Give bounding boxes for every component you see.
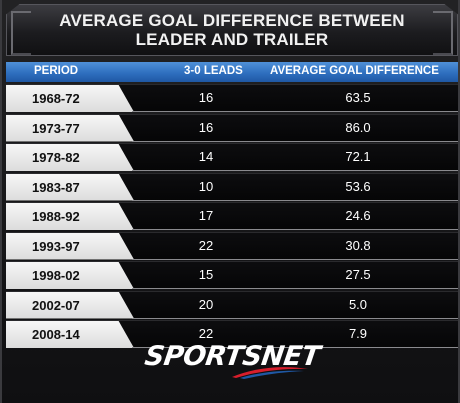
leads-cell: 14	[198, 149, 214, 164]
period-cell: 2008-14	[32, 327, 80, 342]
header-period: PERIOD	[34, 65, 79, 77]
table-row: 1968-72 16 63.5	[6, 84, 458, 112]
title-line-1: AVERAGE GOAL DIFFERENCE BETWEEN	[59, 11, 405, 30]
table-row: 1983-87 10 53.6	[6, 172, 458, 201]
leads-cell: 17	[198, 208, 214, 223]
swoosh-icon	[232, 367, 308, 379]
diff-cell: 24.6	[345, 208, 371, 223]
period-cell: 1983-87	[32, 179, 80, 195]
leads-cell: 16	[198, 90, 214, 105]
table-row: 1993-97 22 30.8	[6, 231, 458, 260]
diff-cell: 5.0	[348, 296, 368, 312]
table-row: 2002-07 20 5.0	[6, 290, 458, 319]
diff-cell: 53.6	[345, 178, 371, 194]
period-cell: 1993-97	[32, 238, 80, 254]
leads-cell: 15	[198, 267, 214, 282]
sportsnet-logo: SPORTSNET	[2, 341, 460, 381]
diff-cell: 72.1	[345, 149, 371, 164]
leads-cell: 16	[198, 119, 214, 135]
table-row: 1978-82 14 72.1	[6, 143, 458, 171]
diff-cell: 86.0	[345, 119, 371, 135]
table-row: 1973-77 16 86.0	[6, 113, 458, 142]
period-cell: 1978-82	[32, 150, 80, 165]
diff-cell: 7.9	[348, 326, 368, 341]
title-line-2: LEADER AND TRAILER	[135, 30, 329, 49]
table-row: 1988-92 17 24.6	[6, 202, 458, 230]
leads-cell: 22	[198, 237, 214, 253]
diff-cell: 63.5	[345, 90, 371, 105]
header-diff: AVERAGE GOAL DIFFERENCE	[270, 65, 439, 77]
leads-cell: 10	[198, 178, 214, 194]
period-cell: 1988-92	[32, 209, 80, 224]
period-cell: 1968-72	[32, 91, 80, 106]
table-header: PERIOD 3-0 LEADS AVERAGE GOAL DIFFERENCE	[6, 62, 458, 82]
table-body: 1968-72 16 63.5 1973-77 16 86.0 1978-82 …	[6, 84, 458, 350]
diff-cell: 27.5	[345, 267, 371, 282]
leads-cell: 20	[198, 296, 214, 312]
leads-cell: 22	[198, 326, 214, 341]
period-cell: 1998-02	[32, 268, 80, 283]
graphic-title: AVERAGE GOAL DIFFERENCE BETWEEN LEADER A…	[59, 11, 405, 49]
period-cell: 1973-77	[32, 120, 80, 136]
diff-cell: 30.8	[345, 237, 371, 253]
table-row: 1998-02 15 27.5	[6, 261, 458, 289]
title-plaque: AVERAGE GOAL DIFFERENCE BETWEEN LEADER A…	[6, 4, 458, 56]
header-leads: 3-0 LEADS	[184, 65, 243, 77]
table-row: 2008-14 22 7.9	[6, 320, 458, 348]
period-cell: 2002-07	[32, 297, 80, 313]
